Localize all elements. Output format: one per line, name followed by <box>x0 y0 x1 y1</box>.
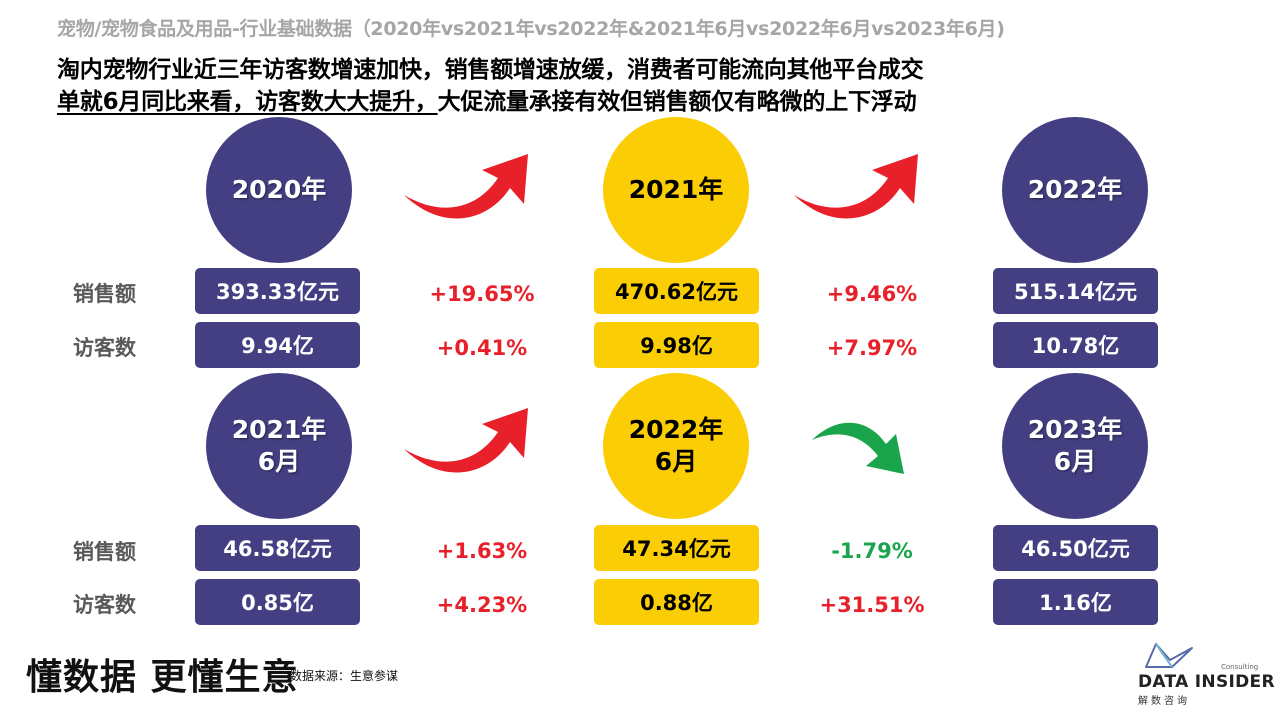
footer-slogan: 懂数据 更懂生意 <box>26 657 299 698</box>
visitors-value-2020: 9.94亿 <box>195 322 360 368</box>
period-circle-2021: 2021年 <box>603 117 749 263</box>
period-label-month: 6月 <box>1053 447 1097 476</box>
headline-line2-underlined: 单就6月同比来看，访客数大大提升， <box>57 89 438 115</box>
period-label-year: 2021年 <box>231 415 327 444</box>
growth-arrow-icon <box>404 408 528 473</box>
sales-value-2021-june: 46.58亿元 <box>195 525 360 571</box>
sales-change-2020-2021: +19.65% <box>429 282 535 306</box>
logo-brand: DATA INSIDER <box>1138 672 1275 692</box>
period-label-month: 6月 <box>257 447 301 476</box>
period-circle-2020: 2020年 <box>206 117 352 263</box>
period-circle-2023-june: 2023年 6月 <box>1002 373 1148 519</box>
visitors-change-june-2021-2022: +4.23% <box>436 593 528 617</box>
sales-value-2022: 515.14亿元 <box>993 268 1158 314</box>
growth-arrow-icon <box>404 154 528 219</box>
decline-arrow-icon <box>812 422 904 474</box>
sales-value-2021: 470.62亿元 <box>594 268 759 314</box>
headline-line2: 单就6月同比来看，访客数大大提升，大促流量承接有效但销售额仅有略微的上下浮动 <box>57 82 917 116</box>
top-title: 宠物/宠物食品及用品-行业基础数据（2020年vs2021年vs2022年&20… <box>57 18 1005 40</box>
growth-arrow-icon <box>794 154 918 219</box>
sales-value-2022-june: 47.34亿元 <box>594 525 759 571</box>
row-label-visitors: 访客数 <box>73 336 136 360</box>
row-label-sales: 销售额 <box>73 540 136 564</box>
period-label-month: 6月 <box>654 447 698 476</box>
data-insider-logo: Consulting DATA INSIDER 解数咨询 <box>1136 638 1275 707</box>
period-label: 2021年 <box>628 175 724 204</box>
sales-change-june-2021-2022: +1.63% <box>436 539 528 563</box>
logo-mark-icon <box>1145 643 1193 668</box>
period-circle-2022-june: 2022年 6月 <box>603 373 749 519</box>
period-label: 2022年 <box>1027 175 1123 204</box>
sales-value-2020: 393.33亿元 <box>195 268 360 314</box>
period-label: 2020年 <box>231 175 327 204</box>
row-label-sales: 销售额 <box>73 282 136 306</box>
visitors-value-2022: 10.78亿 <box>993 322 1158 368</box>
period-label-year: 2022年 <box>628 415 724 444</box>
visitors-change-2021-2022: +7.97% <box>826 336 918 360</box>
period-circle-2022: 2022年 <box>1002 117 1148 263</box>
sales-change-2021-2022: +9.46% <box>826 282 918 306</box>
logo-chinese-name: 解数咨询 <box>1138 696 1190 707</box>
row-label-visitors: 访客数 <box>73 593 136 617</box>
headline-line1: 淘内宠物行业近三年访客数增速加快，销售额增速放缓，消费者可能流向其他平台成交 <box>57 57 924 83</box>
logo-consulting: Consulting <box>1221 663 1259 671</box>
sales-change-june-2022-2023: -1.79% <box>831 539 913 563</box>
visitors-change-june-2022-2023: +31.51% <box>819 593 925 617</box>
visitors-change-2020-2021: +0.41% <box>436 336 528 360</box>
sales-value-2023-june: 46.50亿元 <box>993 525 1158 571</box>
visitors-value-2023-june: 1.16亿 <box>993 579 1158 625</box>
period-label-year: 2023年 <box>1027 415 1123 444</box>
visitors-value-2021: 9.98亿 <box>594 322 759 368</box>
visitors-value-2022-june: 0.88亿 <box>594 579 759 625</box>
period-circle-2021-june: 2021年 6月 <box>206 373 352 519</box>
headline-line2-rest: 大促流量承接有效但销售额仅有略微的上下浮动 <box>437 89 917 115</box>
visitors-value-2021-june: 0.85亿 <box>195 579 360 625</box>
data-source-note: 数据来源：生意参谋 <box>290 669 399 683</box>
